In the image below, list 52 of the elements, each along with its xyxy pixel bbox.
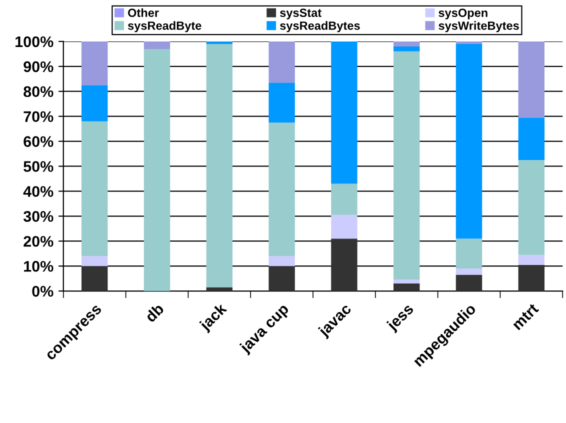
bar: [393, 46, 420, 52]
bar: [393, 51, 420, 280]
bar: [268, 41, 295, 83]
legend-label: sysWriteBytes: [438, 21, 519, 32]
bar: [331, 214, 358, 239]
y-tick-label: 20%: [24, 236, 54, 247]
bar: [268, 82, 295, 123]
bar: [144, 48, 170, 292]
y-tick-label: 40%: [23, 186, 54, 197]
bar: [518, 264, 545, 292]
y-tick-label: 70%: [24, 111, 54, 122]
bar: [518, 41, 545, 118]
bar: [331, 238, 358, 292]
legend-label: Other: [128, 8, 159, 17]
y-tick-label: 100%: [16, 36, 54, 48]
y-tick-label: 60%: [24, 136, 54, 147]
bar: [206, 44, 232, 288]
bar: [81, 85, 108, 122]
legend-label: sysOpen: [438, 8, 488, 20]
bar: [206, 41, 232, 44]
bar: [456, 44, 482, 239]
bar: [144, 41, 170, 49]
bar: [393, 284, 420, 292]
bar: [81, 266, 108, 292]
bar: [518, 254, 545, 265]
y-tick-label: 90%: [24, 61, 54, 72]
bar: [456, 41, 482, 44]
bar: [518, 160, 545, 255]
bar: [268, 256, 295, 266]
y-tick-label: 80%: [24, 86, 54, 98]
bar: [268, 122, 295, 256]
bar: [268, 266, 295, 292]
bar: [518, 118, 545, 160]
bar: [331, 41, 358, 184]
y-tick-label: 50%: [24, 161, 54, 172]
legend-label: sysReadByte: [128, 21, 202, 32]
y-tick-label: 10%: [24, 260, 54, 272]
legend-label: sysReadBytes: [280, 21, 360, 32]
bar: [206, 287, 232, 292]
bar: [81, 41, 108, 86]
y-tick-label: 30%: [23, 211, 54, 222]
bar: [393, 280, 420, 284]
bar: [456, 238, 482, 269]
bar: [81, 121, 108, 256]
bar: [393, 41, 420, 46]
y-tick-label: 0%: [32, 286, 54, 297]
bar: [81, 256, 108, 266]
legend-label: sysStat: [280, 8, 322, 20]
bar: [456, 274, 482, 292]
bar: [456, 268, 482, 275]
bar: [331, 184, 358, 215]
x-tick-label: db: [144, 302, 164, 323]
